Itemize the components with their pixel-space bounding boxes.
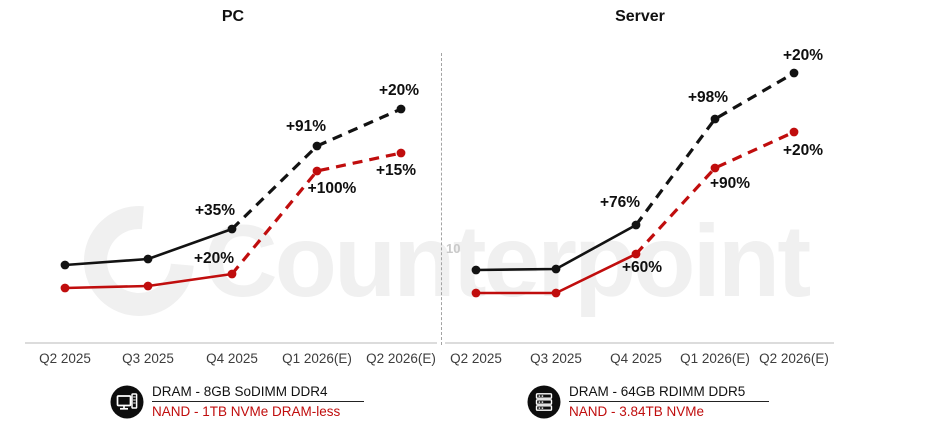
- pc-nand-dashed-line: [230, 151, 402, 276]
- watermark-fragment: 10: [446, 241, 461, 256]
- server-nand-point-4: [710, 163, 720, 173]
- pc-dram-dashed-line: [230, 107, 402, 231]
- pc-panel-title: PC: [221, 8, 245, 25]
- pc-legend-dram-label: DRAM - 8GB SoDIMM DDR4: [152, 384, 364, 402]
- server-tick-4: Q1 2026(E): [680, 351, 750, 366]
- pc-nand-point-2: [143, 281, 153, 291]
- server-dram-dashed-line: [634, 71, 795, 226]
- server-dram-annotation-5: +20%: [782, 47, 824, 64]
- server-dram-annotation-3: +76%: [599, 194, 641, 211]
- pc-nand-annotation-3: +20%: [193, 250, 235, 267]
- server-nand-point-3: [631, 249, 641, 259]
- server-legend-dram-label: DRAM - 64GB RDIMM DDR5: [569, 384, 769, 402]
- pc-tick-2: Q3 2025: [122, 351, 174, 366]
- server-nand-point-2: [551, 288, 561, 298]
- server-legend: DRAM - 64GB RDIMM DDR5 NAND - 3.84TB NVM…: [527, 384, 769, 419]
- pc-dram-annotation-5: +20%: [378, 82, 420, 99]
- pc-dram-annotation-3: +35%: [194, 202, 236, 219]
- pc-dram-point-1: [60, 260, 70, 270]
- pc-nand-point-3: [227, 269, 237, 279]
- pc-icon: [110, 385, 144, 419]
- server-legend-nand-label: NAND - 3.84TB NVMe: [569, 404, 705, 419]
- server-dram-solid-line: [474, 223, 638, 272]
- pc-legend: DRAM - 8GB SoDIMM DDR4 NAND - 1TB NVMe D…: [110, 384, 364, 419]
- server-dram-point-3: [631, 220, 641, 230]
- server-nand-annotation-5: +20%: [782, 142, 824, 159]
- server-icon: [527, 385, 561, 419]
- pc-dram-point-2: [143, 254, 153, 264]
- pc-tick-1: Q2 2025: [39, 351, 91, 366]
- server-nand-annotation-4: +90%: [709, 175, 751, 192]
- server-dram-point-5: [789, 68, 799, 78]
- server-nand-point-5: [789, 127, 799, 137]
- pc-tick-3: Q4 2025: [206, 351, 258, 366]
- server-nand-annotation-3: +60%: [621, 259, 663, 276]
- server-nand-solid-line: [474, 252, 638, 295]
- server-nand-dashed-line: [634, 130, 795, 256]
- pc-dram-point-5: [396, 104, 406, 114]
- pc-legend-nand-label: NAND - 1TB NVMe DRAM-less: [152, 404, 341, 419]
- pc-nand-annotation-4: +100%: [307, 180, 357, 197]
- pc-nand-annotation-5: +15%: [375, 162, 417, 179]
- pc-tick-5: Q2 2026(E): [366, 351, 436, 366]
- server-dram-point-1: [471, 265, 481, 275]
- server-dram-annotation-4: +98%: [687, 89, 729, 106]
- server-dram-point-4: [710, 114, 720, 124]
- pc-dram-annotation-4: +91%: [285, 118, 327, 135]
- server-tick-1: Q2 2025: [450, 351, 502, 366]
- pc-dram-point-4: [312, 141, 322, 151]
- pc-nand-point-1: [60, 283, 70, 293]
- panel-divider: [441, 53, 442, 345]
- pc-tick-4: Q1 2026(E): [282, 351, 352, 366]
- pc-dram-point-3: [227, 224, 237, 234]
- server-tick-5: Q2 2026(E): [759, 351, 829, 366]
- pc-nand-point-4: [312, 166, 322, 176]
- server-nand-point-1: [471, 288, 481, 298]
- server-tick-2: Q3 2025: [530, 351, 582, 366]
- pc-nand-point-5: [396, 148, 406, 158]
- server-tick-3: Q4 2025: [610, 351, 662, 366]
- server-dram-point-2: [551, 264, 561, 274]
- server-panel-title: Server: [615, 8, 665, 25]
